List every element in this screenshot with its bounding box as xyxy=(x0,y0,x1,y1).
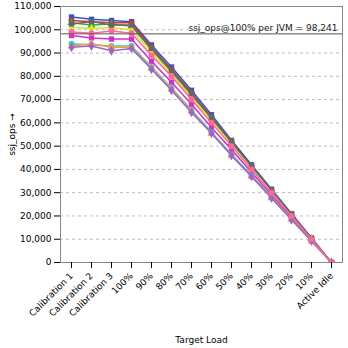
svg-text:Target Load: Target Load xyxy=(174,335,227,345)
svg-text:110,000: 110,000 xyxy=(14,1,51,11)
svg-text:30%: 30% xyxy=(254,270,276,292)
svg-text:100%: 100% xyxy=(110,270,136,296)
svg-text:50,000: 50,000 xyxy=(20,141,52,151)
svg-text:10%: 10% xyxy=(293,270,315,292)
svg-text:40,000: 40,000 xyxy=(20,164,52,174)
svg-text:Active Idle: Active Idle xyxy=(295,270,336,311)
svg-text:10,000: 10,000 xyxy=(20,234,52,244)
svg-text:ssj_ops →: ssj_ops → xyxy=(7,113,17,156)
svg-text:100,000: 100,000 xyxy=(14,25,51,35)
svg-text:70,000: 70,000 xyxy=(20,94,52,104)
svg-text:30,000: 30,000 xyxy=(20,188,52,198)
svg-text:80,000: 80,000 xyxy=(20,71,52,81)
svg-text:50%: 50% xyxy=(214,270,236,292)
svg-text:80%: 80% xyxy=(154,270,176,292)
svg-text:20,000: 20,000 xyxy=(20,211,52,221)
svg-text:90,000: 90,000 xyxy=(20,48,52,58)
svg-text:40%: 40% xyxy=(234,270,256,292)
svg-text:60,000: 60,000 xyxy=(20,118,52,128)
svg-text:Calibration 2: Calibration 2 xyxy=(47,270,95,319)
svg-text:90%: 90% xyxy=(134,270,156,292)
svg-text:Calibration 1: Calibration 1 xyxy=(27,270,75,319)
svg-text:Calibration 3: Calibration 3 xyxy=(67,271,115,319)
svg-text:70%: 70% xyxy=(174,270,196,292)
svg-text:20%: 20% xyxy=(274,270,296,292)
svg-text:60%: 60% xyxy=(194,270,216,292)
svg-text:ssj_ops@100% per JVM = 98,241: ssj_ops@100% per JVM = 98,241 xyxy=(188,23,337,33)
svg-text:0: 0 xyxy=(46,257,52,267)
